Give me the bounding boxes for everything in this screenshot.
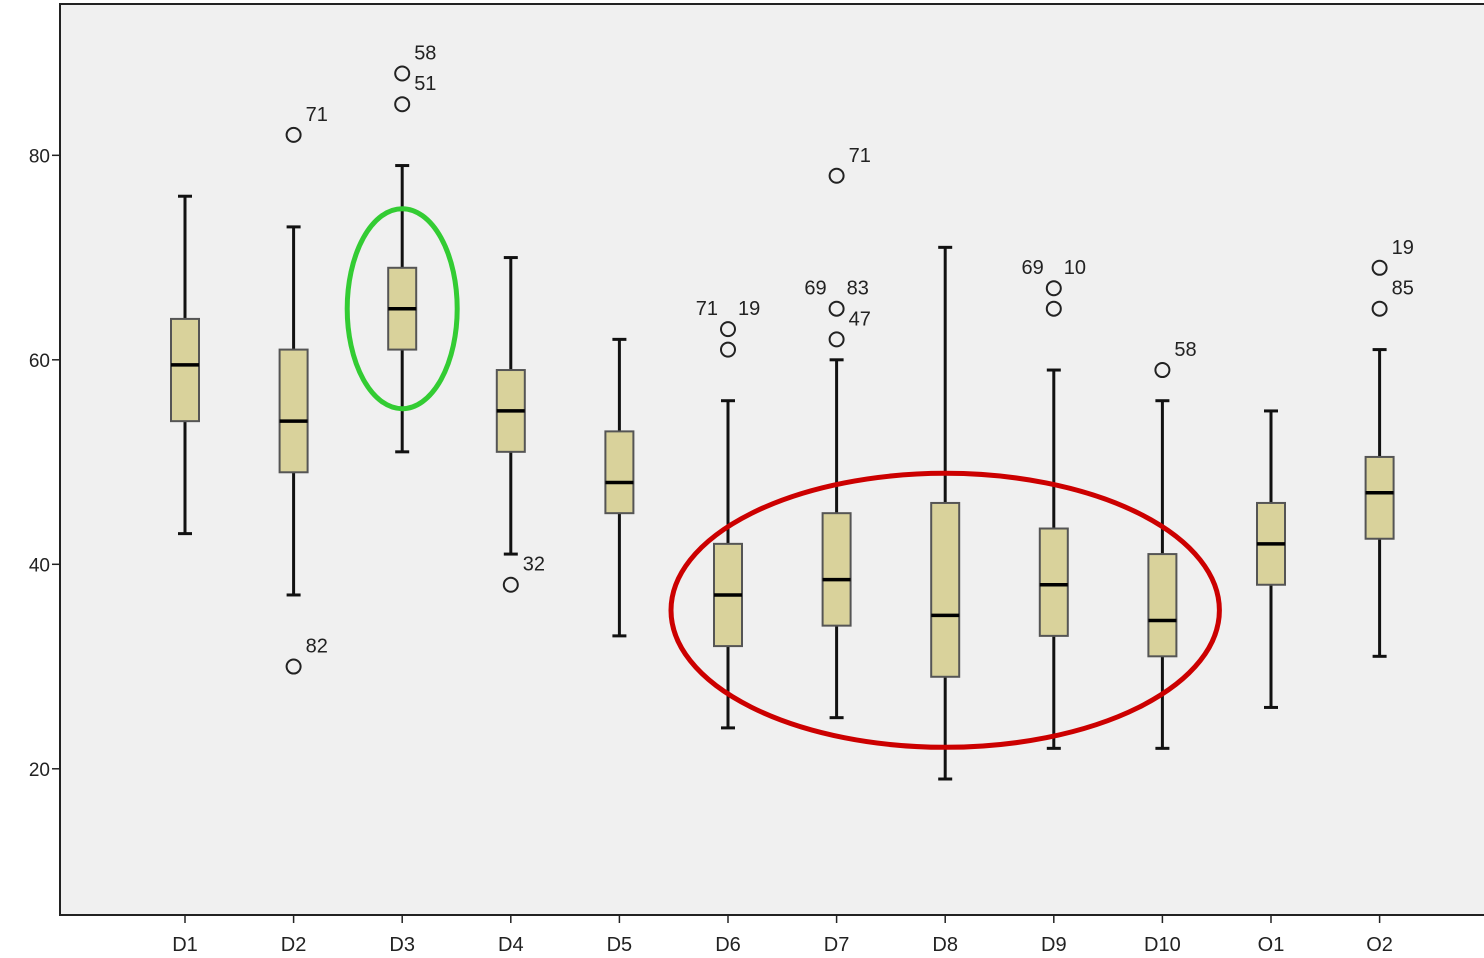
x-tick-label: D2 (281, 934, 307, 956)
box-d4: 32 (495, 256, 545, 593)
iqr-box (1147, 553, 1178, 658)
x-tick-label: O1 (1258, 934, 1285, 956)
outlier-point (1045, 280, 1062, 297)
box-d1 (170, 194, 200, 536)
outlier-point (828, 331, 845, 348)
outlier-label: 32 (523, 554, 545, 576)
outlier-label: 83 (847, 278, 869, 300)
outlier-point (828, 167, 845, 184)
y-tick-label: 80 (29, 146, 50, 167)
outlier-point (285, 658, 302, 675)
outlier-label: 69 (1022, 257, 1044, 279)
outlier-point (720, 321, 736, 338)
outlier-point (828, 300, 845, 317)
x-tick-label: D10 (1144, 934, 1181, 956)
outlier-label: 51 (414, 73, 436, 95)
iqr-box (278, 348, 309, 474)
box-d7: 71 69 83 47 (804, 145, 871, 720)
outlier-label: 19 (738, 298, 760, 320)
outlier-point (1154, 362, 1171, 379)
outlier-point (394, 65, 411, 82)
y-tick-label: 60 (29, 351, 50, 372)
outlier-label: 19 (1392, 237, 1414, 259)
highlight-ellipse (668, 470, 1222, 750)
box-d2: 71 82 (278, 104, 328, 675)
x-tick-label: D5 (607, 934, 633, 956)
y-tick-label: 20 (29, 760, 50, 781)
outlier-label: 10 (1064, 257, 1086, 279)
x-tick-label: D8 (932, 934, 958, 956)
y-axis: 20 40 60 80 (29, 146, 60, 781)
box-o1 (1256, 409, 1286, 709)
outlier-label: 82 (306, 636, 328, 658)
outlier-point (285, 126, 302, 143)
outlier-label: 71 (849, 145, 871, 167)
outlier-point (1045, 300, 1062, 317)
outlier-label: 85 (1392, 278, 1414, 300)
x-tick-label: D3 (389, 934, 415, 956)
outlier-label: 58 (414, 43, 436, 65)
iqr-box (930, 501, 961, 678)
outlier-point (1371, 259, 1388, 276)
outlier-point (502, 576, 519, 593)
outlier-label: 71 (696, 298, 718, 320)
x-tick-label: D6 (715, 934, 741, 956)
outlier-label: 71 (306, 104, 328, 126)
box-d5 (604, 337, 635, 638)
outlier-point (1371, 300, 1388, 317)
outlier-label: 47 (849, 309, 871, 331)
x-axis: D1 D2 D3 D4 D5 D6 D7 D8 D9 D10 O1 O2 (172, 915, 1393, 956)
box-d9: 69 10 (1022, 257, 1086, 750)
iqr-box (1364, 455, 1395, 540)
x-tick-label: D7 (824, 934, 850, 956)
x-tick-label: D9 (1041, 934, 1067, 956)
x-tick-label: D1 (172, 934, 198, 956)
highlight-ellipse (344, 206, 460, 412)
outlier-label: 69 (804, 278, 826, 300)
x-tick-label: D4 (498, 934, 524, 956)
iqr-box (1038, 527, 1069, 637)
y-tick-label: 40 (29, 555, 50, 576)
x-tick-label: O2 (1366, 934, 1393, 956)
highlights-layer (344, 206, 1222, 750)
outlier-point (720, 341, 736, 358)
iqr-box (821, 512, 852, 627)
iqr-box (170, 317, 200, 423)
iqr-box (604, 430, 635, 515)
box-d8 (930, 245, 961, 781)
outlier-point (394, 96, 411, 113)
box-d6: 71 19 (696, 298, 760, 730)
outlier-label: 58 (1174, 339, 1196, 361)
